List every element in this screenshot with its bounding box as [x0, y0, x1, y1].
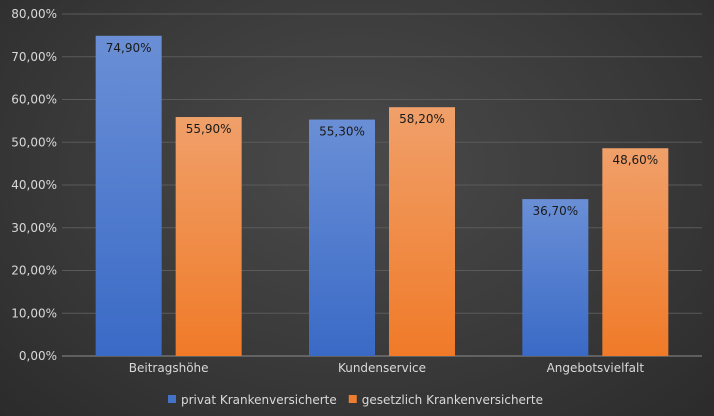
y-tick-label: 40,00% — [11, 178, 57, 192]
y-tick-label: 50,00% — [11, 135, 57, 149]
bar-privat-1 — [309, 119, 375, 356]
x-category-label: Beitragshöhe — [129, 361, 209, 375]
legend: privat Krankenversicherte gesetzlich Kran… — [168, 393, 543, 407]
data-label: 55,30% — [319, 125, 365, 139]
y-tick-label: 0,00% — [19, 349, 57, 363]
x-category-label: Angebotsvielfalt — [547, 361, 645, 375]
data-label: 74,90% — [106, 41, 152, 55]
legend-swatch — [348, 395, 357, 403]
data-labels: 74,90% 55,90% 55,30% 58,20% 36,70% 48,60% — [106, 41, 658, 218]
y-tick-label: 20,00% — [11, 264, 57, 278]
y-tick-label: 80,00% — [11, 7, 57, 21]
legend-swatch — [168, 395, 176, 403]
y-tick-label: 60,00% — [11, 93, 57, 107]
y-tick-label: 30,00% — [11, 221, 57, 235]
bars — [95, 35, 669, 357]
bar-gesetzlich-1 — [389, 107, 455, 356]
x-category-label: Kundenservice — [338, 361, 426, 375]
data-label: 58,20% — [399, 112, 445, 126]
legend-label: privat Krankenversicherte — [181, 393, 337, 407]
legend-label: gesetzlich Krankenversicherte — [362, 393, 543, 407]
y-axis: 0,00% 10,00% 20,00% 30,00% 40,00% 50,00% 60,00… — [11, 7, 57, 363]
y-tick-label: 10,00% — [11, 306, 57, 320]
x-axis: Beitragshöhe Kundenservice Angebotsvielfal… — [129, 361, 645, 375]
bar-privat-0 — [95, 35, 162, 357]
bar-privat-2 — [522, 199, 589, 356]
data-label: 55,90% — [186, 122, 232, 136]
y-tick-label: 70,00% — [11, 50, 57, 64]
bar-gesetzlich-2 — [602, 148, 669, 356]
bar-gesetzlich-0 — [175, 117, 242, 356]
data-label: 36,70% — [532, 204, 578, 218]
data-label: 48,60% — [612, 153, 658, 167]
gridlines — [62, 13, 702, 357]
